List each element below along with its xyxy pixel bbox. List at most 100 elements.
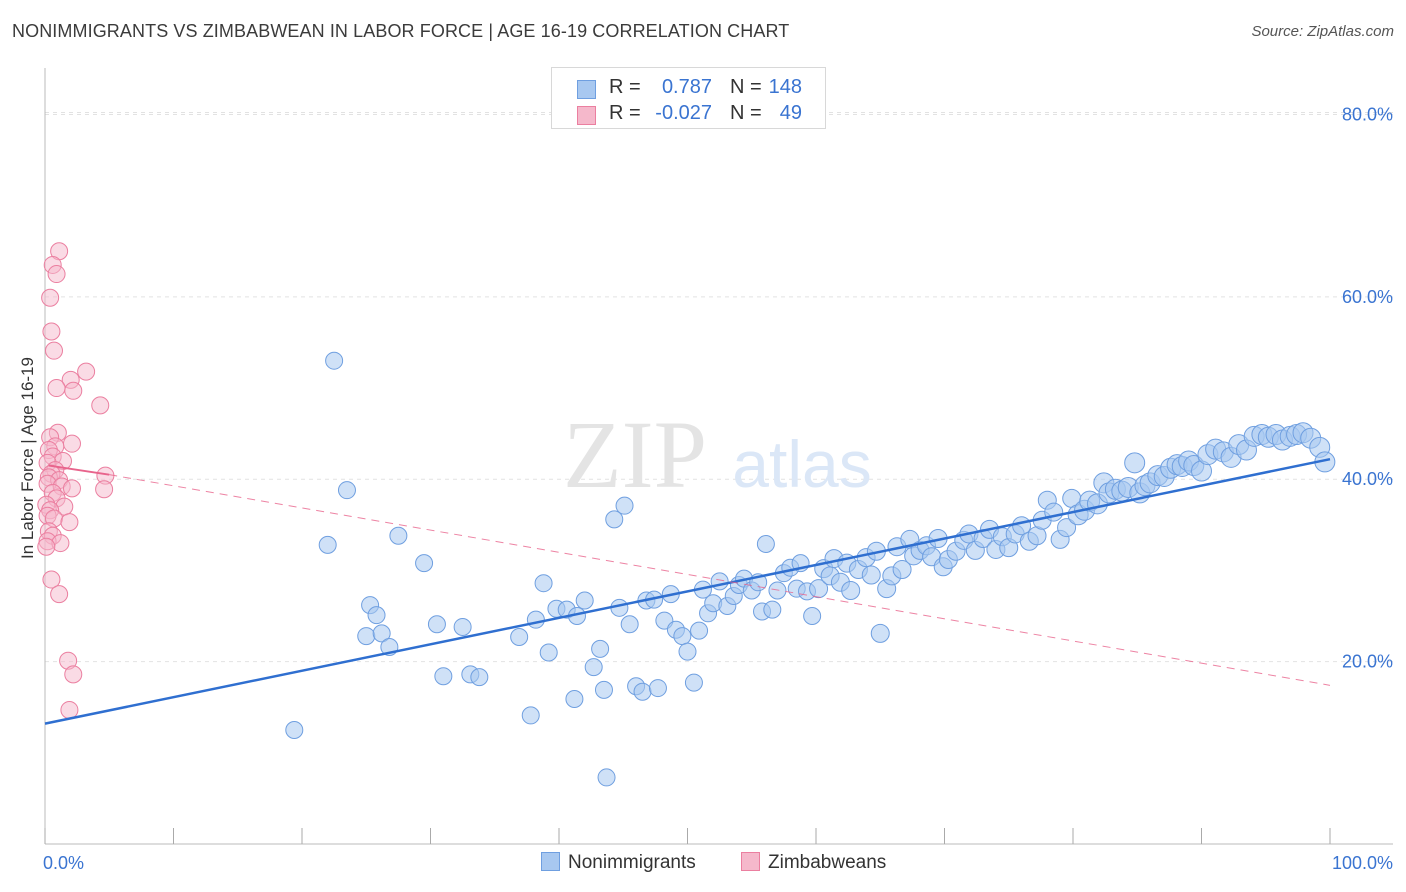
- watermark: ZIP atlas: [563, 401, 872, 508]
- point-nonimmigrants: [892, 560, 912, 580]
- point-nonimmigrants: [427, 615, 446, 634]
- y-tick-label: 20.0%: [1342, 652, 1393, 672]
- point-zimbabweans: [42, 322, 61, 341]
- legend-n-value: 148: [768, 76, 802, 98]
- point-nonimmigrants: [453, 617, 472, 636]
- y-tick-label: 80.0%: [1342, 104, 1393, 124]
- point-nonimmigrants: [539, 643, 558, 662]
- legend-n-label: N =: [730, 76, 762, 98]
- point-nonimmigrants: [1057, 518, 1077, 538]
- bottom-legend-zimbabweans: Zimbabweans: [741, 852, 886, 874]
- point-nonimmigrants: [861, 565, 881, 585]
- tick-labels: 20.0% 40.0% 60.0% 80.0% 0.0% 100.0%: [43, 104, 1393, 873]
- watermark-atlas: atlas: [732, 427, 871, 501]
- point-zimbabweans: [64, 381, 83, 400]
- point-zimbabweans: [50, 585, 69, 604]
- point-nonimmigrants: [575, 591, 594, 610]
- bottom-legend-swatch-nonimmigrants: [541, 852, 560, 871]
- series-zimbabweans: [37, 242, 115, 719]
- point-nonimmigrants: [597, 768, 616, 787]
- legend-n-value: 49: [779, 102, 802, 124]
- point-nonimmigrants: [565, 690, 584, 709]
- point-nonimmigrants: [357, 627, 376, 646]
- trend-line-zimbabweans: [48, 464, 110, 476]
- point-nonimmigrants: [325, 351, 344, 370]
- point-nonimmigrants: [768, 581, 787, 600]
- point-nonimmigrants: [372, 624, 391, 643]
- correlation-legend: R = 0.787 N = 148 R = -0.027 N = 49: [551, 67, 826, 129]
- point-zimbabweans: [62, 434, 81, 453]
- point-zimbabweans: [60, 700, 79, 719]
- point-nonimmigrants: [526, 610, 545, 629]
- x-tick-label: 100.0%: [1332, 853, 1393, 873]
- point-zimbabweans: [47, 379, 66, 398]
- point-nonimmigrants: [678, 642, 697, 661]
- trend-lines: [44, 457, 1331, 725]
- point-nonimmigrants: [684, 673, 703, 692]
- point-zimbabweans: [37, 537, 56, 556]
- legend-n-label: N =: [730, 102, 762, 124]
- legend-r-value: 0.787: [661, 76, 712, 98]
- watermark-zip: ZIP: [563, 401, 707, 508]
- legend-row-nonimmigrants: R = 0.787 N = 148: [552, 76, 825, 102]
- point-nonimmigrants: [841, 580, 861, 600]
- point-nonimmigrants: [673, 627, 692, 646]
- point-nonimmigrants: [803, 607, 822, 626]
- point-zimbabweans: [41, 288, 60, 307]
- bottom-legend-swatch-zimbabweans: [741, 852, 760, 871]
- point-nonimmigrants: [337, 481, 356, 500]
- trend-line-zimbabweans-extended: [109, 474, 1331, 686]
- point-nonimmigrants: [470, 668, 489, 687]
- bottom-legend-label: Zimbabweans: [768, 852, 887, 873]
- point-nonimmigrants: [763, 600, 782, 619]
- point-nonimmigrants: [690, 621, 709, 640]
- trend-line-nonimmigrants: [44, 457, 1331, 725]
- point-nonimmigrants: [318, 535, 337, 554]
- legend-r-label: R =: [609, 102, 641, 124]
- bottom-legend-nonimmigrants: Nonimmigrants: [541, 852, 696, 874]
- point-nonimmigrants: [521, 706, 540, 725]
- point-nonimmigrants: [510, 627, 529, 646]
- point-nonimmigrants: [591, 639, 610, 658]
- point-zimbabweans: [62, 479, 81, 498]
- point-nonimmigrants: [756, 534, 775, 553]
- point-nonimmigrants: [615, 496, 634, 515]
- legend-r-label: R =: [609, 76, 641, 98]
- point-nonimmigrants: [389, 526, 408, 545]
- point-nonimmigrants: [809, 579, 829, 599]
- point-nonimmigrants: [648, 679, 667, 698]
- legend-swatch-zimbabweans: [577, 106, 596, 125]
- point-nonimmigrants: [584, 658, 603, 677]
- point-zimbabweans: [47, 265, 66, 284]
- point-nonimmigrants: [594, 680, 613, 699]
- point-zimbabweans: [44, 341, 63, 360]
- point-nonimmigrants: [605, 510, 624, 529]
- point-nonimmigrants: [710, 572, 729, 591]
- source-credit: Source: ZipAtlas.com: [1251, 23, 1394, 40]
- point-nonimmigrants: [870, 623, 890, 643]
- point-nonimmigrants: [620, 615, 639, 634]
- legend-r-value: -0.027: [655, 102, 712, 124]
- point-nonimmigrants: [1124, 452, 1146, 474]
- point-nonimmigrants: [415, 554, 434, 573]
- point-zimbabweans: [60, 513, 79, 532]
- series-nonimmigrants: [285, 351, 1336, 787]
- bottom-legend-label: Nonimmigrants: [568, 852, 696, 873]
- x-tick-label: 0.0%: [43, 853, 84, 873]
- point-nonimmigrants: [285, 721, 304, 740]
- legend-swatch-nonimmigrants: [577, 80, 596, 99]
- legend-row-zimbabweans: R = -0.027 N = 49: [552, 102, 825, 128]
- y-tick-label: 60.0%: [1342, 287, 1393, 307]
- point-zimbabweans: [91, 396, 110, 415]
- point-zimbabweans: [64, 665, 83, 684]
- point-nonimmigrants: [633, 682, 652, 701]
- point-zimbabweans: [77, 362, 96, 381]
- chart-title: NONIMMIGRANTS VS ZIMBABWEAN IN LABOR FOR…: [12, 21, 790, 41]
- point-nonimmigrants: [434, 667, 453, 686]
- point-zimbabweans: [95, 480, 114, 499]
- point-nonimmigrants: [534, 574, 553, 593]
- point-zimbabweans: [42, 570, 61, 589]
- y-axis-label: In Labor Force | Age 16-19: [18, 357, 37, 559]
- y-tick-label: 40.0%: [1342, 469, 1393, 489]
